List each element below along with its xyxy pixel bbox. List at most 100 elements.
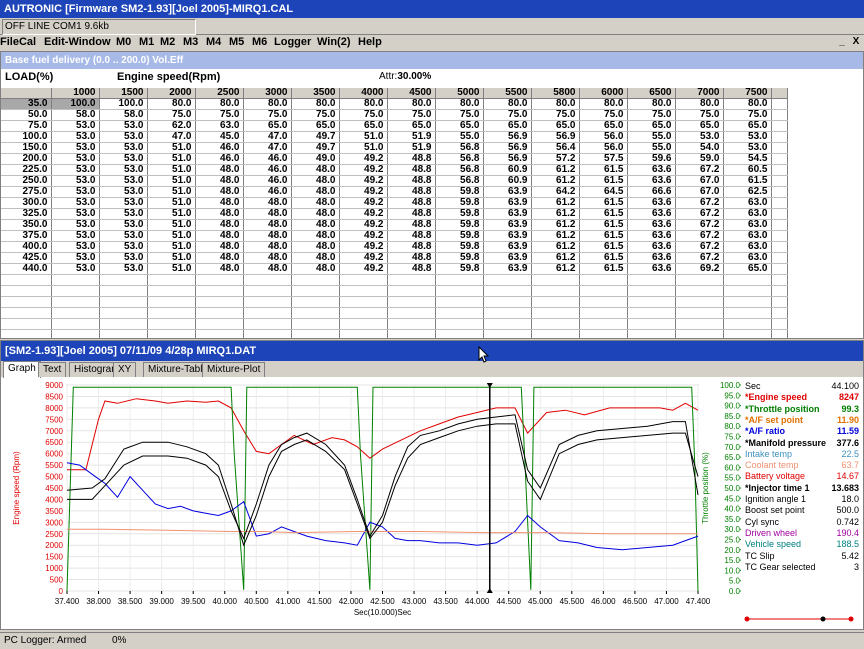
legend-row[interactable]: TC Slip 5.42 bbox=[701, 551, 861, 562]
empty-cell[interactable] bbox=[435, 274, 484, 286]
fuel-cell[interactable]: 75.0 bbox=[723, 109, 772, 121]
empty-cell[interactable] bbox=[51, 296, 100, 308]
empty-cell[interactable] bbox=[195, 307, 244, 319]
menu-logger[interactable]: Logger bbox=[274, 36, 312, 48]
empty-cell[interactable] bbox=[483, 285, 532, 297]
fuel-cell[interactable]: 80.0 bbox=[387, 98, 436, 110]
empty-cell[interactable] bbox=[435, 329, 484, 338]
menu-m4[interactable]: M4 bbox=[206, 36, 222, 48]
rpm-header-cell[interactable]: 2500 bbox=[195, 88, 244, 99]
fuel-cell[interactable]: 48.0 bbox=[243, 208, 292, 220]
fuel-cell[interactable]: 48.0 bbox=[243, 252, 292, 264]
fuel-cell[interactable]: 53.0 bbox=[99, 164, 148, 176]
empty-cell[interactable] bbox=[243, 296, 292, 308]
fuel-cell[interactable]: 53.0 bbox=[99, 263, 148, 275]
empty-cell[interactable] bbox=[723, 274, 772, 286]
fuel-cell[interactable]: 61.2 bbox=[531, 197, 580, 209]
fuel-cell[interactable]: 63.6 bbox=[627, 175, 676, 187]
fuel-cell[interactable]: 55.0 bbox=[435, 131, 484, 143]
fuel-cell[interactable]: 48.8 bbox=[387, 186, 436, 198]
fuel-cell[interactable]: 56.9 bbox=[483, 131, 532, 143]
fuel-cell[interactable]: 48.0 bbox=[195, 219, 244, 231]
rpm-header-cell[interactable]: 5000 bbox=[435, 88, 484, 99]
rpm-header-cell[interactable]: 5800 bbox=[531, 88, 580, 99]
fuel-cell[interactable]: 75.0 bbox=[147, 109, 196, 121]
fuel-cell[interactable]: 53.0 bbox=[99, 241, 148, 253]
empty-cell[interactable] bbox=[195, 296, 244, 308]
fuel-cell[interactable]: 49.7 bbox=[291, 142, 340, 154]
fuel-cell[interactable]: 49.2 bbox=[339, 252, 388, 264]
legend-row[interactable]: Driven wheel 190.4 bbox=[701, 528, 861, 539]
fuel-cell[interactable]: 48.8 bbox=[387, 252, 436, 264]
fuel-cell[interactable]: 65.0 bbox=[387, 120, 436, 132]
empty-cell[interactable] bbox=[195, 285, 244, 297]
fuel-cell[interactable]: 48.0 bbox=[195, 230, 244, 242]
empty-cell[interactable] bbox=[771, 296, 788, 308]
fuel-cell[interactable]: 53.0 bbox=[51, 197, 100, 209]
fuel-cell[interactable]: 51.0 bbox=[339, 131, 388, 143]
fuel-cell[interactable]: 48.8 bbox=[387, 208, 436, 220]
fuel-cell[interactable]: 53.0 bbox=[51, 120, 100, 132]
empty-cell[interactable] bbox=[531, 285, 580, 297]
fuel-cell[interactable]: 46.0 bbox=[243, 175, 292, 187]
rpm-header-cell[interactable]: 4500 bbox=[387, 88, 436, 99]
empty-cell[interactable] bbox=[339, 329, 388, 338]
fuel-cell[interactable]: 56.8 bbox=[435, 142, 484, 154]
empty-cell[interactable] bbox=[531, 329, 580, 338]
rpm-header-cell[interactable]: 7500 bbox=[723, 88, 772, 99]
fuel-cell[interactable]: 63.0 bbox=[723, 252, 772, 264]
fuel-cell[interactable]: 63.0 bbox=[723, 219, 772, 231]
empty-cell[interactable] bbox=[243, 318, 292, 330]
fuel-cell[interactable]: 65.0 bbox=[531, 120, 580, 132]
empty-cell[interactable] bbox=[1, 318, 52, 330]
load-header-cell[interactable]: 400.0 bbox=[1, 241, 52, 253]
fuel-cell[interactable]: 63.9 bbox=[483, 252, 532, 264]
empty-cell[interactable] bbox=[291, 274, 340, 286]
empty-cell[interactable] bbox=[435, 296, 484, 308]
fuel-cell[interactable]: 48.0 bbox=[195, 208, 244, 220]
legend-row[interactable]: Sec 44.100 bbox=[701, 381, 861, 392]
fuel-cell[interactable]: 56.4 bbox=[531, 142, 580, 154]
fuel-cell[interactable]: 67.2 bbox=[675, 164, 724, 176]
fuel-cell[interactable]: 63.9 bbox=[483, 230, 532, 242]
empty-cell[interactable] bbox=[579, 296, 628, 308]
empty-cell[interactable] bbox=[147, 318, 196, 330]
fuel-cell[interactable]: 53.0 bbox=[99, 186, 148, 198]
fuel-cell[interactable]: 46.0 bbox=[243, 164, 292, 176]
fuel-cell[interactable]: 80.0 bbox=[723, 98, 772, 110]
fuel-cell[interactable]: 75.0 bbox=[483, 109, 532, 121]
fuel-cell[interactable]: 51.0 bbox=[147, 208, 196, 220]
empty-cell[interactable] bbox=[51, 285, 100, 297]
legend-row[interactable]: Boost set point 500.0 bbox=[701, 505, 861, 516]
empty-cell[interactable] bbox=[723, 329, 772, 338]
close-button[interactable]: X bbox=[852, 36, 860, 47]
empty-cell[interactable] bbox=[147, 274, 196, 286]
minimize-button[interactable]: _ bbox=[839, 36, 845, 47]
fuel-cell[interactable]: 53.0 bbox=[51, 175, 100, 187]
empty-cell[interactable] bbox=[99, 329, 148, 338]
empty-cell[interactable] bbox=[387, 318, 436, 330]
fuel-cell[interactable]: 61.2 bbox=[531, 164, 580, 176]
legend-row[interactable]: Coolant temp 63.7 bbox=[701, 460, 861, 471]
fuel-cell[interactable]: 48.0 bbox=[195, 263, 244, 275]
fuel-cell[interactable]: 61.5 bbox=[579, 241, 628, 253]
fuel-cell[interactable]: 57.5 bbox=[579, 153, 628, 165]
fuel-cell[interactable]: 53.0 bbox=[51, 142, 100, 154]
fuel-cell[interactable]: 61.2 bbox=[531, 230, 580, 242]
fuel-cell[interactable]: 75.0 bbox=[531, 109, 580, 121]
empty-cell[interactable] bbox=[195, 329, 244, 338]
empty-cell[interactable] bbox=[531, 307, 580, 319]
empty-cell[interactable] bbox=[483, 329, 532, 338]
fuel-cell[interactable]: 53.0 bbox=[51, 263, 100, 275]
fuel-cell[interactable]: 65.0 bbox=[723, 263, 772, 275]
load-header-cell[interactable]: 440.0 bbox=[1, 263, 52, 275]
empty-cell[interactable] bbox=[387, 274, 436, 286]
scrubber-cursor-marker[interactable] bbox=[820, 616, 826, 622]
fuel-cell[interactable]: 61.5 bbox=[723, 175, 772, 187]
menu-help[interactable]: Help bbox=[358, 36, 382, 48]
empty-cell[interactable] bbox=[531, 296, 580, 308]
empty-cell[interactable] bbox=[675, 307, 724, 319]
fuel-cell[interactable]: 64.2 bbox=[531, 186, 580, 198]
empty-cell[interactable] bbox=[1, 329, 52, 338]
fuel-cell[interactable]: 67.2 bbox=[675, 208, 724, 220]
